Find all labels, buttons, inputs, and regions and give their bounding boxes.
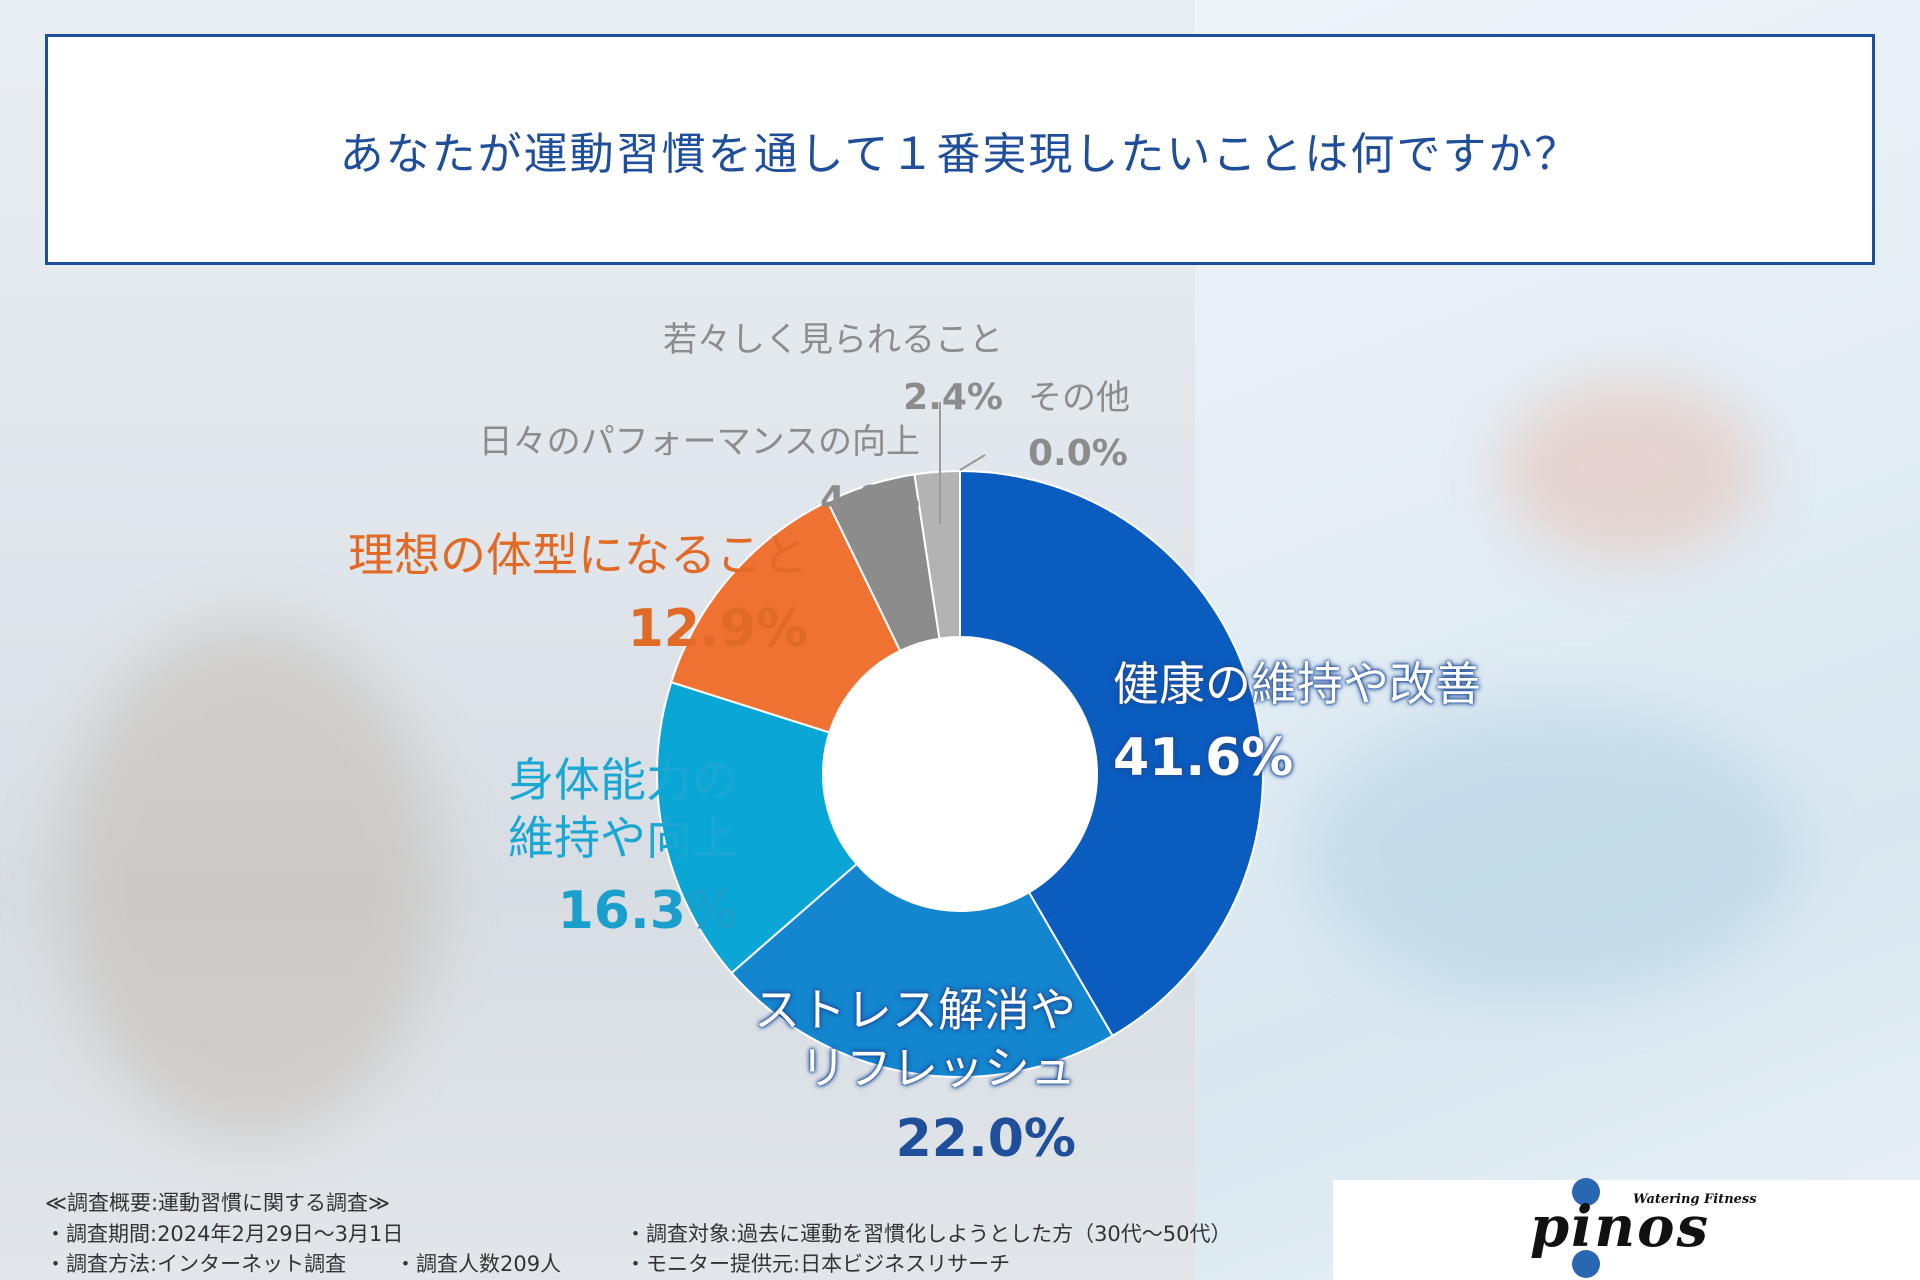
label-other-pct: 0.0%	[1028, 433, 1128, 474]
label-ability-name-2: 維持や向上	[508, 810, 738, 865]
label-performance: 日々のパフォーマンスの向上 4.8%	[440, 414, 920, 520]
label-other: その他 0.0%	[1028, 370, 1130, 474]
label-health: 健康の維持や改善 41.6%	[1113, 656, 1481, 788]
label-ability: 身体能力の 維持や向上 16.3%	[462, 752, 738, 941]
survey-provider: ・モニター提供元:日本ビジネスリサーチ	[625, 1252, 1011, 1276]
logo-tagline: Watering Fitness	[1633, 1192, 1757, 1207]
label-health-name: 健康の維持や改善	[1113, 657, 1481, 711]
label-young-name: 若々しく見られること	[663, 320, 1003, 360]
survey-target: ・調査対象:過去に運動を習慣化しようとした方（30代～50代）	[625, 1222, 1232, 1246]
survey-count: ・調査人数209人	[395, 1252, 562, 1276]
logo: pinos Watering Fitness	[1333, 1178, 1920, 1280]
label-ideal: 理想の体型になること 12.9%	[320, 527, 808, 659]
donut-hole	[823, 637, 1097, 911]
logo-dot-top	[1572, 1178, 1600, 1206]
label-stress-pct: 22.0%	[895, 1109, 1076, 1169]
label-ideal-pct: 12.9%	[627, 598, 808, 659]
background-blob	[60, 620, 440, 1140]
title-box: あなたが運動習慣を通して１番実現したいことは何ですか？	[45, 34, 1875, 265]
page-title: あなたが運動習慣を通して１番実現したいことは何ですか？	[339, 128, 1581, 180]
survey-heading: ≪調査概要:運動習慣に関する調査≫	[45, 1191, 391, 1215]
label-ability-pct: 16.3%	[557, 881, 738, 941]
label-health-pct: 41.6%	[1113, 727, 1294, 788]
label-stress: ストレス解消や リフレッシュ 22.0%	[743, 982, 1076, 1169]
label-other-name: その他	[1028, 378, 1130, 418]
label-stress-name-2: リフレッシュ	[800, 1040, 1076, 1095]
label-young: 若々しく見られること 2.4%	[620, 312, 1003, 418]
label-stress-name-1: ストレス解消や	[754, 983, 1076, 1037]
logo-text: pinos	[1530, 1194, 1711, 1260]
background-blob	[1300, 700, 1800, 1000]
survey-period: ・調査期間:2024年2月29日～3月1日	[45, 1222, 404, 1246]
logo-dot-bottom	[1572, 1250, 1600, 1278]
label-ability-name-1: 身体能力の	[508, 753, 738, 807]
label-ideal-name: 理想の体型になること	[348, 528, 808, 582]
label-performance-pct: 4.8%	[820, 479, 920, 520]
label-performance-name: 日々のパフォーマンスの向上	[478, 422, 920, 462]
survey-method: ・調査方法:インターネット調査	[45, 1252, 347, 1276]
background-blob	[1500, 380, 1760, 560]
leader-line-other	[959, 454, 986, 471]
label-young-pct: 2.4%	[903, 377, 1003, 418]
